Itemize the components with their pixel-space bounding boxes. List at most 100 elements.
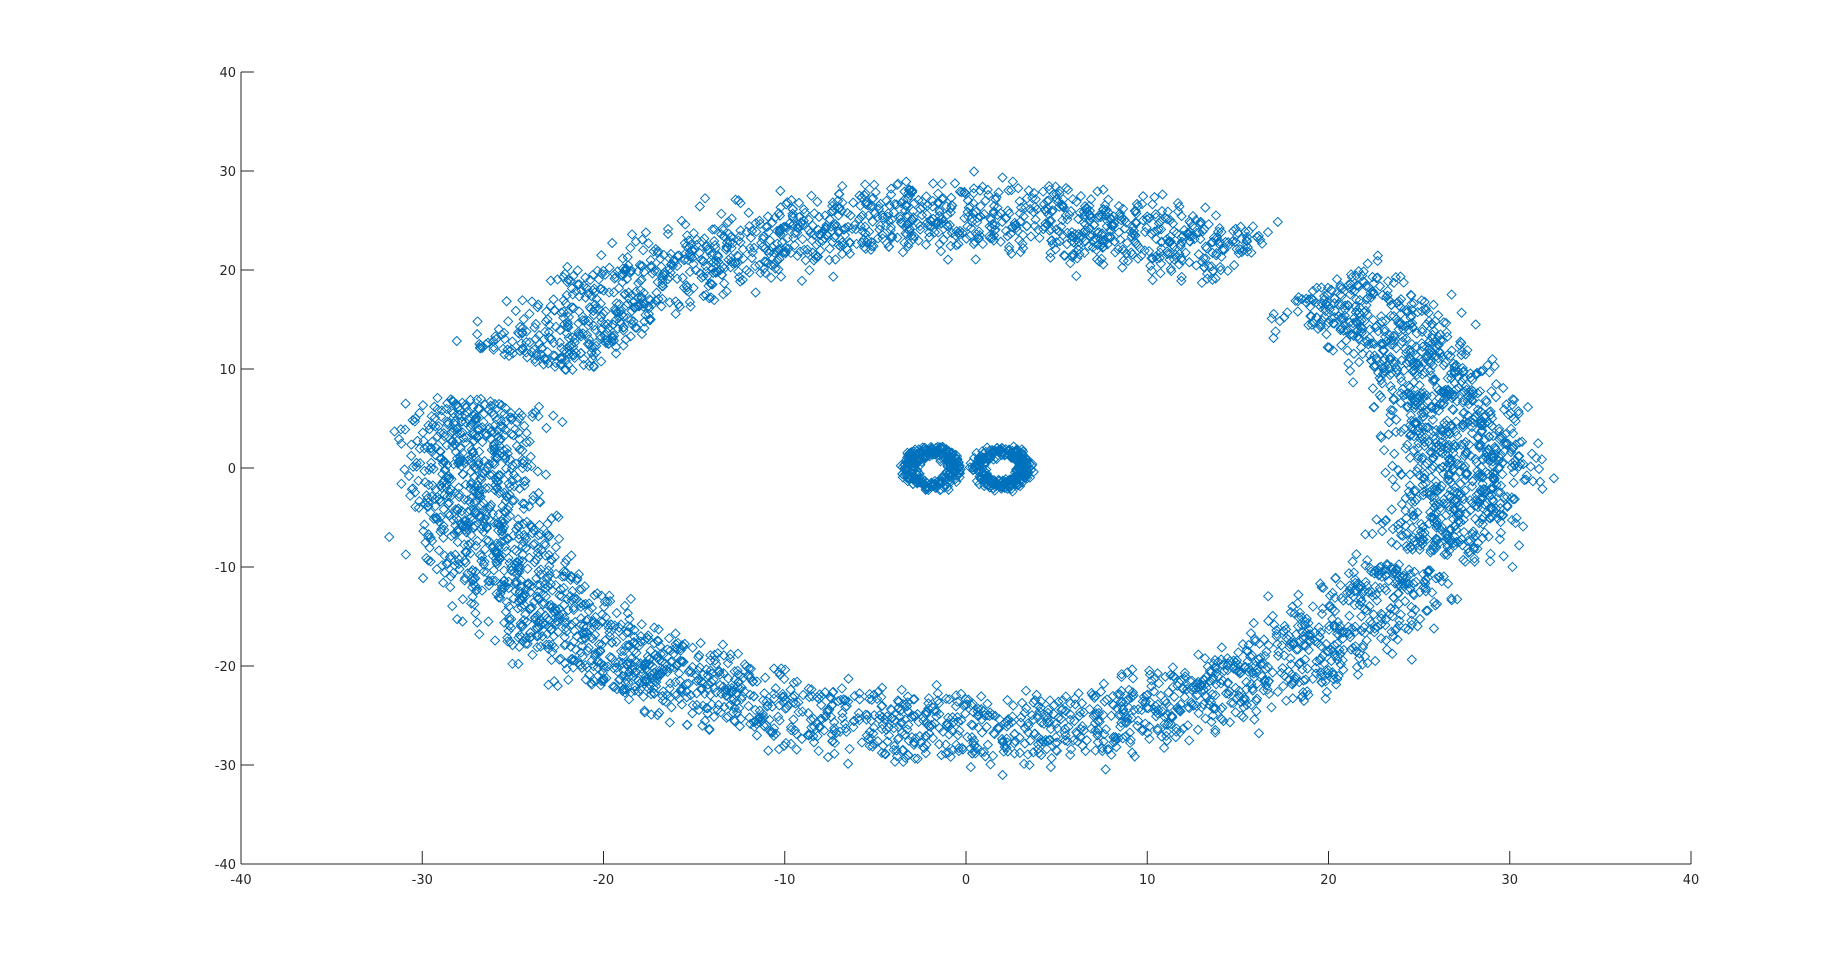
data-point	[1347, 556, 1358, 567]
data-point	[1245, 651, 1256, 662]
data-point	[625, 593, 637, 604]
data-point	[1319, 311, 1330, 323]
data-point	[1199, 653, 1211, 664]
data-point	[833, 188, 845, 200]
data-point	[933, 698, 945, 709]
data-point	[1179, 667, 1191, 679]
data-point	[1161, 709, 1172, 720]
data-point	[474, 628, 485, 640]
data-point	[1153, 223, 1164, 235]
data-point	[864, 688, 875, 700]
data-point	[1347, 317, 1359, 329]
data-point	[543, 327, 555, 338]
data-point	[844, 248, 856, 259]
data-point	[1091, 254, 1103, 265]
data-point	[1222, 664, 1233, 676]
data-point	[1071, 196, 1082, 208]
data-point	[643, 630, 654, 641]
data-point	[693, 652, 704, 663]
data-point	[400, 398, 411, 409]
data-point	[947, 712, 958, 723]
data-point	[653, 293, 664, 305]
data-point	[429, 401, 440, 412]
data-point	[620, 300, 632, 311]
data-point	[733, 702, 745, 714]
data-point	[759, 721, 771, 732]
data-point	[679, 219, 691, 230]
data-point	[788, 677, 800, 689]
data-point	[913, 218, 924, 229]
data-point	[1423, 565, 1434, 576]
data-point	[598, 660, 610, 671]
data-point	[471, 489, 482, 500]
data-point	[1327, 587, 1338, 599]
data-point	[685, 301, 696, 312]
data-point	[817, 235, 828, 247]
data-point	[559, 557, 571, 569]
data-point	[657, 665, 668, 676]
data-point	[1007, 176, 1019, 187]
data-point	[507, 348, 519, 359]
data-point	[954, 186, 966, 197]
data-point	[943, 694, 955, 705]
data-point	[1036, 749, 1047, 761]
data-point	[796, 733, 808, 745]
data-point	[1064, 714, 1076, 726]
data-point	[467, 446, 478, 458]
data-point	[1222, 265, 1234, 277]
data-point	[866, 240, 877, 252]
data-point	[1324, 601, 1335, 613]
data-point	[1389, 448, 1400, 459]
data-point	[1157, 189, 1168, 200]
data-point	[1469, 556, 1480, 567]
data-point	[1093, 210, 1104, 221]
data-point	[1003, 714, 1014, 725]
data-point	[1246, 699, 1257, 710]
data-point	[519, 498, 530, 510]
data-point	[1200, 713, 1211, 724]
data-point	[920, 239, 932, 250]
data-point	[906, 731, 918, 743]
data-point	[449, 528, 460, 540]
data-point	[836, 205, 848, 217]
data-point	[769, 212, 781, 223]
data-point	[594, 330, 606, 341]
data-point	[522, 578, 534, 589]
data-point	[1164, 254, 1175, 265]
data-point	[1038, 223, 1049, 235]
data-point	[897, 246, 909, 258]
data-point	[657, 690, 668, 702]
data-point	[541, 527, 552, 539]
data-point	[558, 295, 569, 306]
data-point	[718, 289, 729, 300]
data-point	[1315, 578, 1326, 589]
data-point	[1389, 604, 1400, 615]
data-point	[549, 642, 560, 653]
data-point	[1356, 595, 1367, 607]
data-point	[901, 200, 912, 211]
data-point	[1385, 380, 1396, 392]
data-point	[1081, 735, 1093, 746]
data-point	[790, 698, 801, 709]
data-point	[1372, 255, 1383, 267]
data-point	[1172, 206, 1184, 217]
data-point	[1282, 307, 1293, 318]
data-point	[490, 546, 501, 557]
data-point	[703, 280, 714, 292]
data-point	[635, 260, 647, 272]
data-point	[452, 536, 463, 548]
data-point	[1349, 585, 1360, 597]
data-point	[578, 280, 589, 292]
data-point	[1234, 685, 1245, 697]
data-point	[1037, 186, 1049, 197]
data-point	[527, 494, 539, 506]
data-point	[573, 326, 584, 338]
data-point	[849, 715, 860, 727]
data-point	[920, 706, 932, 718]
data-point	[1348, 348, 1360, 359]
data-point	[1385, 404, 1397, 416]
data-point	[988, 728, 999, 739]
data-point	[1144, 733, 1155, 745]
data-point	[503, 478, 514, 489]
data-point	[909, 737, 920, 748]
